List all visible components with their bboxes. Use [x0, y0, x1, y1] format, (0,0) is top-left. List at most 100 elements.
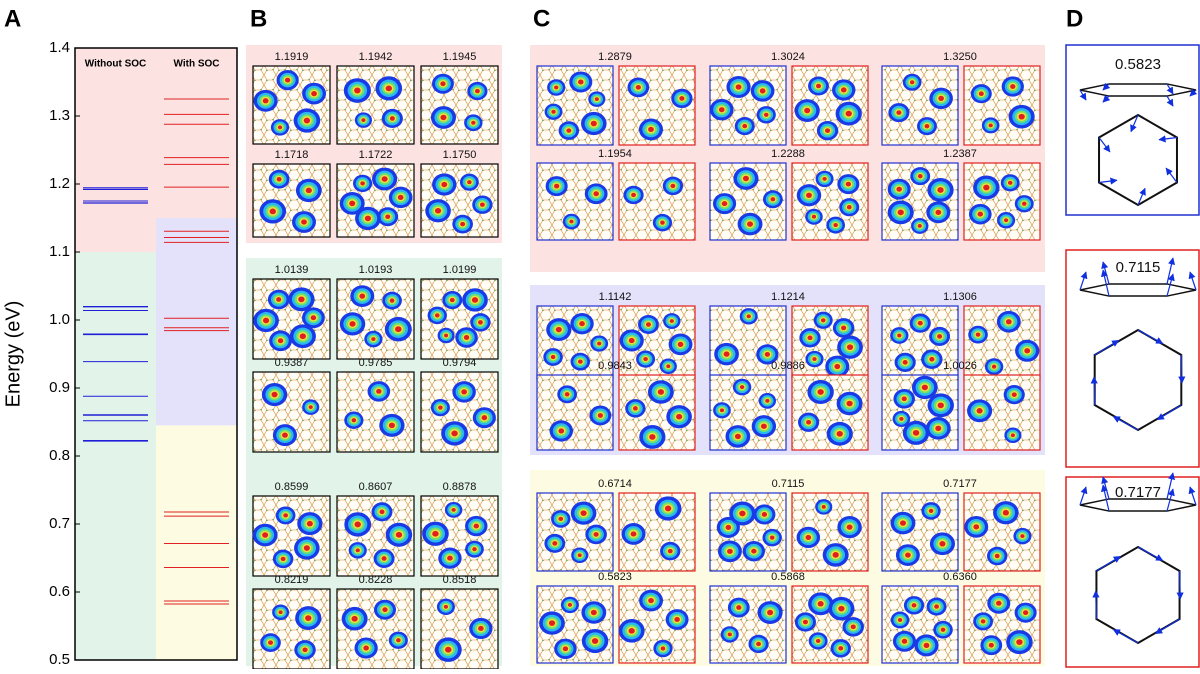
energy-label: 0.8607 — [359, 481, 393, 493]
density-blob — [764, 113, 769, 117]
panel-c: 1.28791.30241.32501.19541.22881.23871.11… — [530, 45, 1045, 666]
density-blob — [352, 616, 358, 622]
density-blob — [812, 215, 816, 219]
density-blob — [558, 428, 564, 433]
density-blob — [629, 628, 635, 634]
density-blob — [806, 420, 811, 425]
density-blob — [847, 344, 853, 350]
density-blob — [979, 91, 984, 96]
density-blob — [593, 191, 598, 196]
density-blob — [983, 185, 989, 191]
density-blob — [472, 547, 476, 551]
density-blob — [396, 638, 401, 642]
density-blob — [475, 89, 480, 93]
density-blob — [719, 107, 725, 112]
density-blob — [578, 553, 582, 557]
density-blob — [803, 620, 808, 625]
energy-label: 1.1954 — [598, 148, 632, 160]
density-blob — [278, 125, 282, 129]
density-blob — [897, 333, 901, 337]
density-blob — [563, 646, 568, 651]
density-blob — [736, 605, 741, 610]
density-blob — [1012, 392, 1017, 397]
density-blob — [471, 121, 475, 125]
y-axis-label: Energy (eV) — [2, 301, 24, 408]
energy-label: 0.8599 — [275, 481, 309, 493]
density-blob — [352, 418, 357, 422]
density-blob — [285, 78, 290, 83]
panel-label: B — [250, 5, 267, 32]
density-blob — [311, 315, 316, 320]
density-blob — [440, 115, 446, 120]
y-tick-label: 0.9 — [49, 379, 70, 396]
density-blob — [594, 532, 599, 537]
density-blob — [309, 405, 313, 409]
density-blob — [354, 88, 361, 94]
density-blob — [376, 389, 381, 394]
density-blob — [816, 639, 821, 643]
density-blob — [371, 337, 375, 341]
density-blob — [467, 180, 472, 184]
density-blob — [747, 314, 751, 318]
density-blob — [739, 511, 745, 517]
density-blob — [896, 187, 902, 192]
panel-label: A — [4, 5, 21, 32]
density-blob — [554, 184, 559, 189]
energy-label: 0.7177 — [943, 478, 977, 490]
density-blob — [474, 524, 479, 529]
density-blob — [743, 176, 749, 181]
density-blob — [804, 108, 810, 114]
density-blob — [272, 392, 278, 398]
density-blob — [938, 402, 944, 408]
density-blob — [924, 643, 930, 648]
density-blob — [822, 177, 826, 181]
density-blob — [902, 639, 908, 644]
density-blob — [756, 642, 761, 646]
energy-label: 1.1142 — [599, 291, 632, 303]
density-blob — [445, 647, 451, 653]
density-blob — [478, 320, 483, 324]
energy-label: 1.1942 — [359, 51, 393, 63]
density-blob — [551, 110, 555, 114]
density-blob — [995, 554, 1000, 558]
density-blob — [806, 535, 812, 540]
density-blob — [349, 201, 355, 206]
displacement-arrow — [1094, 377, 1095, 405]
density-blob — [660, 221, 665, 225]
density-blob — [846, 401, 852, 407]
density-blob — [435, 208, 441, 214]
density-blob — [646, 322, 651, 327]
density-blob — [581, 510, 587, 516]
density-blob — [841, 87, 847, 92]
density-map — [253, 164, 330, 237]
density-blob — [464, 335, 469, 340]
panel-d: 0.58230.71150.7177 — [1066, 45, 1199, 667]
density-blob — [311, 91, 317, 96]
density-blob — [807, 336, 812, 341]
density-blob — [278, 338, 283, 343]
density-blob — [720, 408, 724, 412]
density-map — [964, 66, 1040, 145]
density-blob — [981, 619, 986, 623]
energy-label: 1.0026 — [943, 360, 977, 372]
density-blob — [668, 549, 673, 553]
density-blob — [770, 536, 775, 540]
density-blob — [910, 80, 914, 84]
density-blob — [472, 297, 478, 303]
density-blob — [939, 541, 945, 546]
density-blob — [282, 433, 288, 438]
density-blob — [806, 193, 812, 198]
density-blob — [304, 118, 310, 124]
density-blob — [360, 181, 365, 185]
density-blob — [478, 626, 484, 631]
density-blob — [912, 603, 917, 607]
figure: A B C D Without SOCWith SOC0.50.60.70.80… — [0, 0, 1200, 669]
energy-label: 0.9794 — [443, 357, 477, 369]
density-blob — [674, 617, 679, 622]
density-blob — [851, 624, 856, 629]
density-blob — [649, 434, 655, 440]
density-blob — [899, 417, 903, 421]
density-blob — [976, 333, 981, 337]
density-blob — [551, 355, 556, 359]
